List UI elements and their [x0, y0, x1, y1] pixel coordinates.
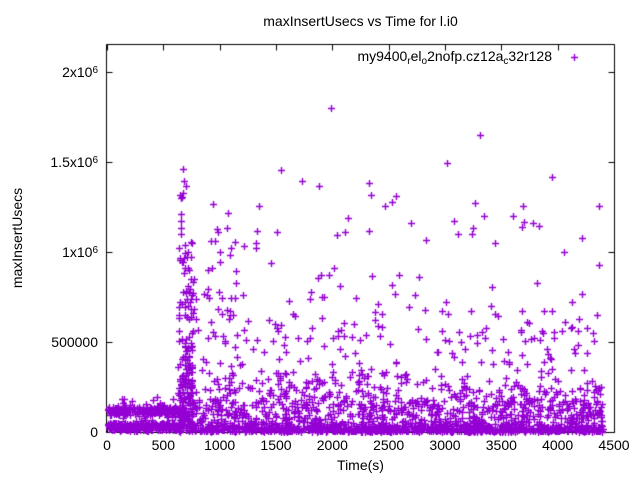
chart-title: maxInsertUsecs vs Time for l.i0	[263, 13, 458, 29]
legend-label-subscript: o	[421, 56, 428, 67]
legend-label-subscript: c	[503, 56, 509, 67]
x-tick-label: 500	[151, 437, 175, 453]
x-tick-label: 1500	[260, 437, 292, 453]
y-tick-label: 1.5x106	[50, 154, 98, 171]
x-tick-label: 3500	[485, 437, 517, 453]
legend-label-segment: 32r128	[508, 48, 552, 64]
y-tick-exponent: 6	[92, 65, 98, 77]
x-tick-label: 3000	[429, 437, 461, 453]
x-tick-label: 2500	[373, 437, 405, 453]
legend-series-label: my9400relo2nofp.cz12ac32r128	[0, 47, 552, 67]
y-tick-label: 1x106	[62, 244, 98, 261]
y-tick-exponent: 6	[92, 245, 98, 257]
x-tick-label: 1000	[204, 437, 236, 453]
y-tick-label: 0	[90, 424, 98, 440]
y-axis-label: maxInsertUsecs	[9, 187, 25, 289]
legend-label-segment: el	[410, 48, 422, 64]
x-tick-label: 2000	[316, 437, 348, 453]
x-axis-label: Time(s)	[337, 457, 384, 473]
y-tick-label: 500000	[51, 334, 98, 351]
legend-label-subscript: r	[407, 56, 411, 67]
legend-label-segment: 2nofp.cz12a	[427, 48, 504, 64]
x-tick-label: 4500	[598, 437, 630, 453]
y-tick-exponent: 6	[92, 155, 98, 167]
legend-label-segment: my9400	[357, 48, 408, 64]
x-tick-label: 4000	[542, 437, 574, 453]
x-tick-label: 0	[103, 437, 111, 453]
y-tick-label: 2x106	[62, 64, 98, 81]
